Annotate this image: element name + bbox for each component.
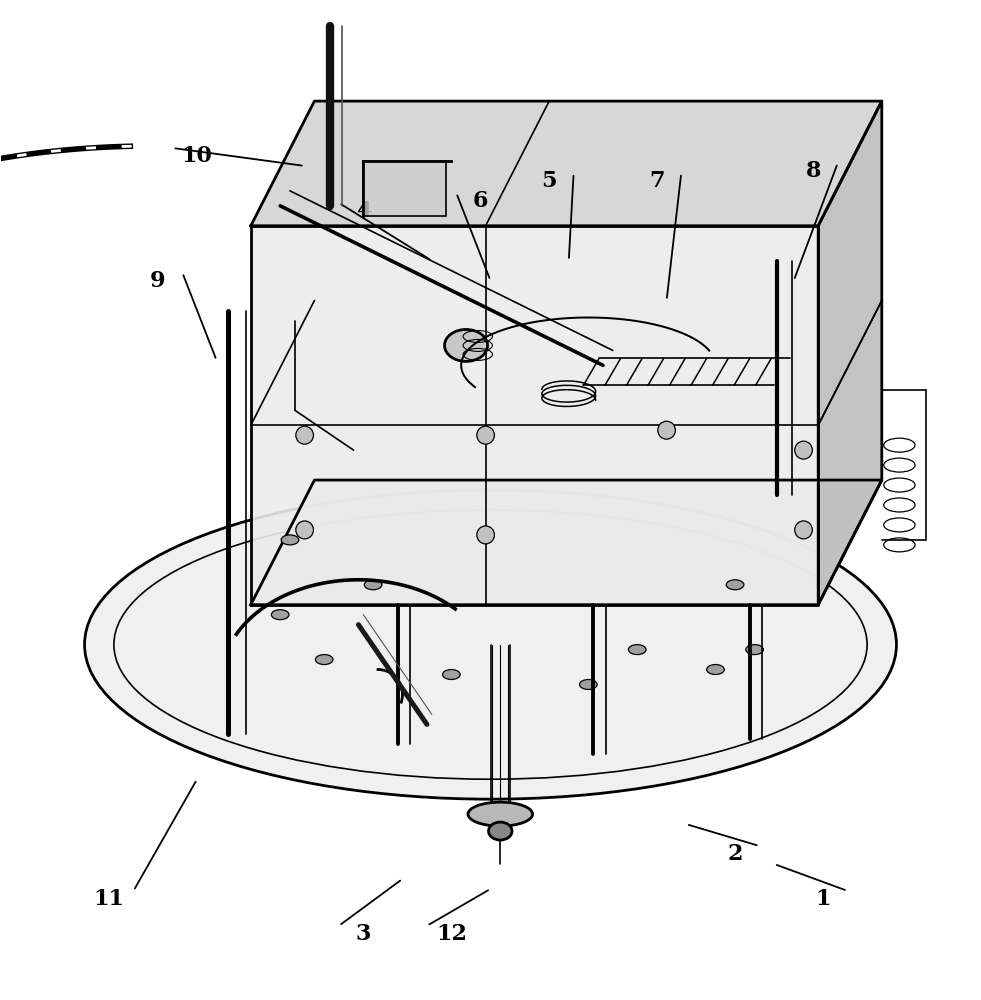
Ellipse shape (296, 426, 314, 444)
Text: 7: 7 (649, 170, 664, 192)
Ellipse shape (795, 521, 812, 539)
Ellipse shape (282, 535, 299, 545)
Ellipse shape (726, 580, 744, 590)
Ellipse shape (477, 526, 494, 544)
Text: 1: 1 (815, 888, 831, 910)
Text: 3: 3 (356, 923, 371, 945)
Text: 4: 4 (356, 200, 371, 222)
Ellipse shape (477, 426, 494, 444)
Ellipse shape (364, 580, 382, 590)
Ellipse shape (658, 421, 675, 439)
Polygon shape (251, 226, 818, 605)
Ellipse shape (580, 680, 597, 689)
Polygon shape (363, 161, 446, 216)
Ellipse shape (316, 655, 333, 665)
Text: 10: 10 (181, 145, 213, 167)
Ellipse shape (296, 521, 314, 539)
Text: 9: 9 (150, 270, 166, 292)
Ellipse shape (468, 802, 533, 826)
Ellipse shape (489, 822, 512, 840)
Ellipse shape (706, 665, 724, 675)
Text: 6: 6 (473, 190, 489, 212)
Ellipse shape (795, 441, 812, 459)
Text: 12: 12 (436, 923, 467, 945)
Ellipse shape (84, 490, 897, 799)
Polygon shape (251, 101, 882, 226)
Polygon shape (818, 101, 882, 605)
Text: 2: 2 (727, 843, 743, 865)
Ellipse shape (272, 610, 289, 620)
Text: 11: 11 (93, 888, 125, 910)
Text: 5: 5 (542, 170, 557, 192)
Ellipse shape (629, 645, 646, 655)
Ellipse shape (746, 645, 763, 655)
Ellipse shape (442, 670, 460, 680)
Polygon shape (251, 480, 882, 605)
Ellipse shape (444, 329, 488, 361)
Text: 8: 8 (805, 160, 821, 182)
